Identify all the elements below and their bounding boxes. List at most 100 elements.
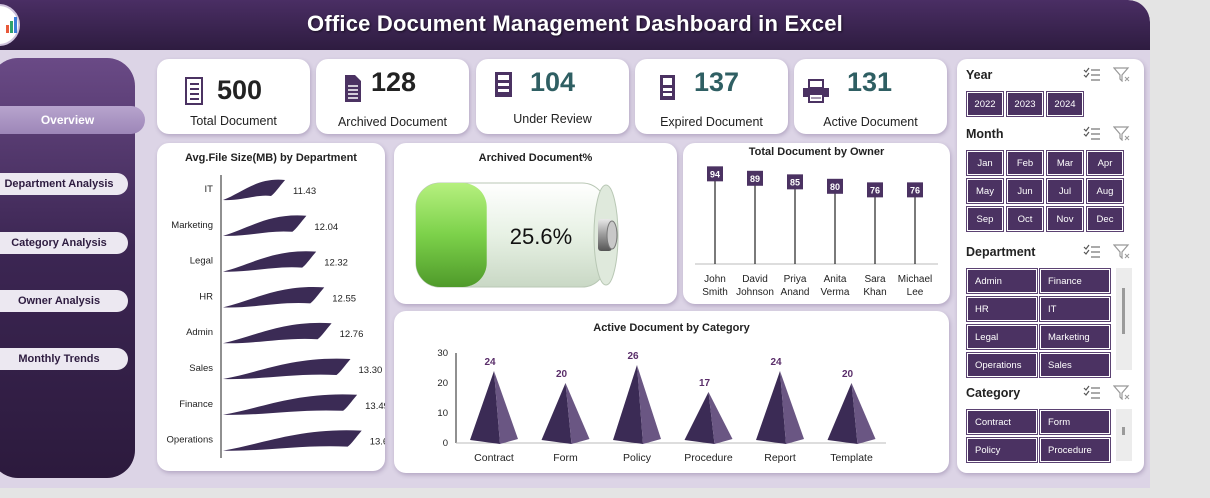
slicer-item[interactable]: Legal — [967, 325, 1037, 349]
clear-filter-icon[interactable] — [1113, 244, 1131, 259]
multi-select-icon[interactable] — [1083, 67, 1101, 82]
slicer-item[interactable]: Procedure — [1040, 438, 1110, 462]
slicer-item[interactable]: Contract — [967, 410, 1037, 434]
bar-mark — [223, 251, 317, 272]
slicer-item[interactable]: Operations — [967, 353, 1037, 377]
x-tick-label: Priya — [784, 274, 807, 285]
scroll-thumb[interactable] — [1122, 427, 1125, 435]
kpi-value: 131 — [847, 67, 893, 97]
data-label: 76 — [910, 185, 920, 195]
x-tick-label: Policy — [623, 452, 652, 464]
slicer-item[interactable]: Admin — [967, 269, 1037, 293]
bar-mark — [223, 394, 358, 415]
nav-owner-analysis[interactable]: Owner Analysis — [0, 290, 128, 312]
slicer-item[interactable]: Oct — [1007, 207, 1043, 231]
slicer-item[interactable]: Mar — [1047, 151, 1083, 175]
multi-select-icon[interactable] — [1083, 385, 1101, 400]
slicer-item[interactable]: Jul — [1047, 179, 1083, 203]
bar-mark — [223, 322, 332, 344]
y-tick-label: Operations — [167, 435, 214, 446]
pyramid-shade — [708, 392, 733, 444]
data-label: 20 — [556, 369, 568, 380]
bar-mark — [223, 287, 325, 308]
pyramid-mark — [613, 365, 643, 444]
nav-overview[interactable]: Overview — [0, 106, 145, 134]
x-tick-label: Lee — [907, 287, 924, 298]
slicer-department-title: Department — [966, 245, 1036, 259]
data-label: 13.30 — [359, 365, 383, 376]
pyramid-shade — [565, 383, 590, 444]
nav-monthly-trends[interactable]: Monthly Trends — [0, 348, 128, 370]
pyramid-mark — [684, 392, 715, 444]
chart-archived-percent: Archived Document% — [394, 143, 677, 304]
slicer-item[interactable]: Finance — [1040, 269, 1110, 293]
file-size-plot: IT 11.43 Marketing 12.04 Legal 12.32 HR 12.55 Ad… — [167, 175, 385, 458]
slicer-item[interactable]: IT — [1040, 297, 1110, 321]
value-marker — [867, 182, 883, 198]
archived-percent-label: 25.6% — [510, 224, 572, 249]
clear-filter-icon[interactable] — [1113, 67, 1131, 82]
slicer-item[interactable]: 2024 — [1047, 92, 1083, 116]
y-tick-label: 10 — [437, 408, 448, 419]
slicer-item[interactable]: Jun — [1007, 179, 1043, 203]
battery-gauge: 25.6% — [415, 182, 619, 288]
slicer-item[interactable]: Policy — [967, 438, 1037, 462]
kpi-value: 104 — [530, 67, 576, 97]
kpi-label: Active Document — [823, 115, 918, 129]
data-label: 80 — [830, 182, 840, 192]
x-tick-label: Report — [764, 452, 796, 464]
chart-title: Archived Document% — [478, 152, 593, 164]
slicer-item[interactable]: Aug — [1087, 179, 1123, 203]
chart-file-size-by-department: Avg.File Size(MB) by Department IT 11.43 M… — [157, 143, 385, 471]
data-label: 26 — [627, 351, 639, 362]
kpi-under-review: 104 Under Review — [476, 59, 629, 134]
archived-document-icon — [345, 75, 361, 102]
data-label: 12.76 — [340, 329, 364, 340]
y-tick-label: 30 — [437, 348, 448, 359]
slicer-item[interactable]: May — [967, 179, 1003, 203]
multi-select-icon[interactable] — [1083, 244, 1101, 259]
y-tick-label: Admin — [186, 327, 213, 338]
sidebar: Overview Department Analysis Category An… — [0, 58, 145, 478]
clear-filter-icon[interactable] — [1113, 385, 1131, 400]
x-tick-label: Johnson — [736, 287, 774, 298]
slicer-item[interactable]: Feb — [1007, 151, 1043, 175]
clear-filter-icon[interactable] — [1113, 126, 1131, 141]
slicer-item[interactable]: Dec — [1087, 207, 1123, 231]
nav-category-analysis[interactable]: Category Analysis — [0, 232, 128, 254]
category-plot: 0 10 20 30 24 Contract 20 Form 26 Policy 17 Procedu… — [437, 348, 886, 464]
review-document-icon — [495, 72, 512, 97]
bar-mark — [223, 358, 351, 380]
data-label: 76 — [870, 185, 880, 195]
chart-title: Active Document by Category — [593, 322, 750, 334]
data-label: 11.43 — [293, 186, 316, 197]
slicer-item[interactable]: Marketing — [1040, 325, 1110, 349]
slicer-item[interactable]: Sales — [1040, 353, 1110, 377]
slicer-item[interactable]: 2022 — [967, 92, 1003, 116]
data-label: 85 — [790, 177, 800, 187]
slicer-item[interactable]: Jan — [967, 151, 1003, 175]
kpi-label: Total Document — [190, 114, 277, 128]
kpi-value: 128 — [371, 67, 417, 97]
slicer-item[interactable]: Form — [1040, 410, 1110, 434]
slicer-item[interactable]: Nov — [1047, 207, 1083, 231]
category-scrollbar[interactable] — [1116, 409, 1132, 461]
slicer-item[interactable]: 2023 — [1007, 92, 1043, 116]
data-label: 94 — [710, 169, 720, 179]
slicer-item[interactable]: Sep — [967, 207, 1003, 231]
scroll-thumb[interactable] — [1122, 288, 1125, 334]
x-tick-label: Contract — [474, 452, 514, 464]
chart-total-document-by-owner: Total Document by Owner 94 John Smith 89 Dav… — [683, 143, 950, 304]
x-tick-label: Procedure — [684, 452, 733, 464]
slicer-item[interactable]: HR — [967, 297, 1037, 321]
bar-mark — [223, 430, 362, 451]
data-label: 12.04 — [314, 222, 338, 233]
document-list-icon — [185, 77, 203, 105]
nav-department-analysis[interactable]: Department Analysis — [0, 173, 128, 195]
slicer-item[interactable]: Apr — [1087, 151, 1123, 175]
department-scrollbar[interactable] — [1116, 268, 1132, 370]
multi-select-icon[interactable] — [1083, 126, 1101, 141]
expired-document-icon — [660, 75, 675, 100]
chart-title: Avg.File Size(MB) by Department — [185, 152, 357, 164]
slicer-year-title: Year — [966, 68, 993, 82]
